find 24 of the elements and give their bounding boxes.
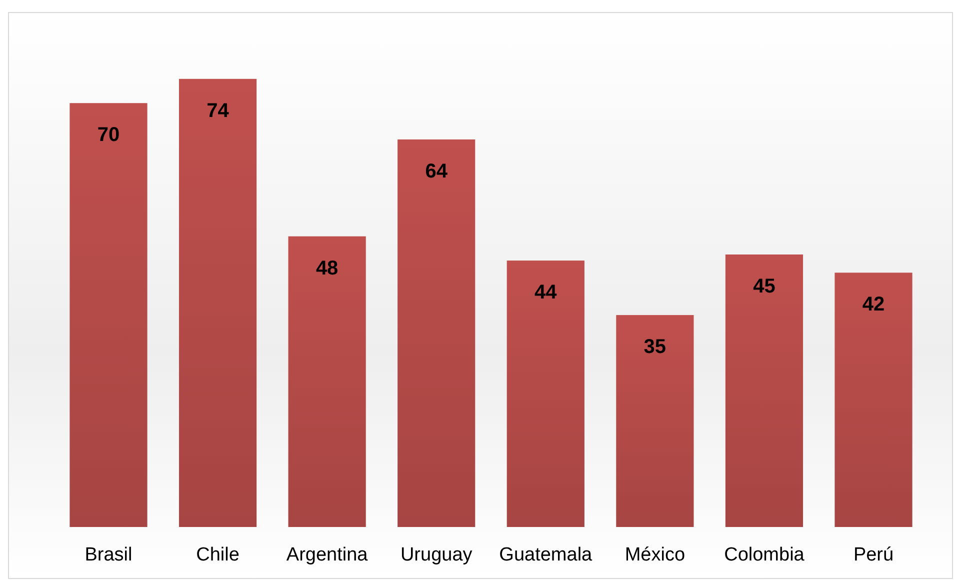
x-tick-label: Chile	[196, 544, 240, 566]
x-tick-label: México	[624, 544, 686, 566]
data-label: 64	[425, 160, 448, 182]
data-label: 42	[862, 294, 885, 316]
bar	[178, 78, 257, 527]
x-tick-label: Argentina	[286, 544, 368, 566]
bar	[616, 315, 694, 527]
bar	[725, 254, 804, 527]
data-label: 35	[644, 336, 666, 358]
bar	[506, 260, 584, 527]
x-tick-label: Perú	[853, 544, 894, 566]
x-tick-label: Uruguay	[400, 544, 473, 566]
x-tick-label: Guatemala	[499, 544, 593, 566]
data-label: 48	[316, 257, 338, 280]
bar	[398, 139, 476, 527]
data-label: 74	[206, 100, 230, 122]
x-tick-label: Brasil	[84, 544, 132, 566]
data-label: 70	[97, 124, 120, 146]
bar	[834, 272, 912, 527]
data-label: 44	[534, 282, 558, 304]
data-label: 45	[753, 276, 776, 298]
x-tick-label: Colombia	[724, 544, 805, 566]
bar	[288, 236, 366, 527]
bar	[70, 103, 148, 527]
